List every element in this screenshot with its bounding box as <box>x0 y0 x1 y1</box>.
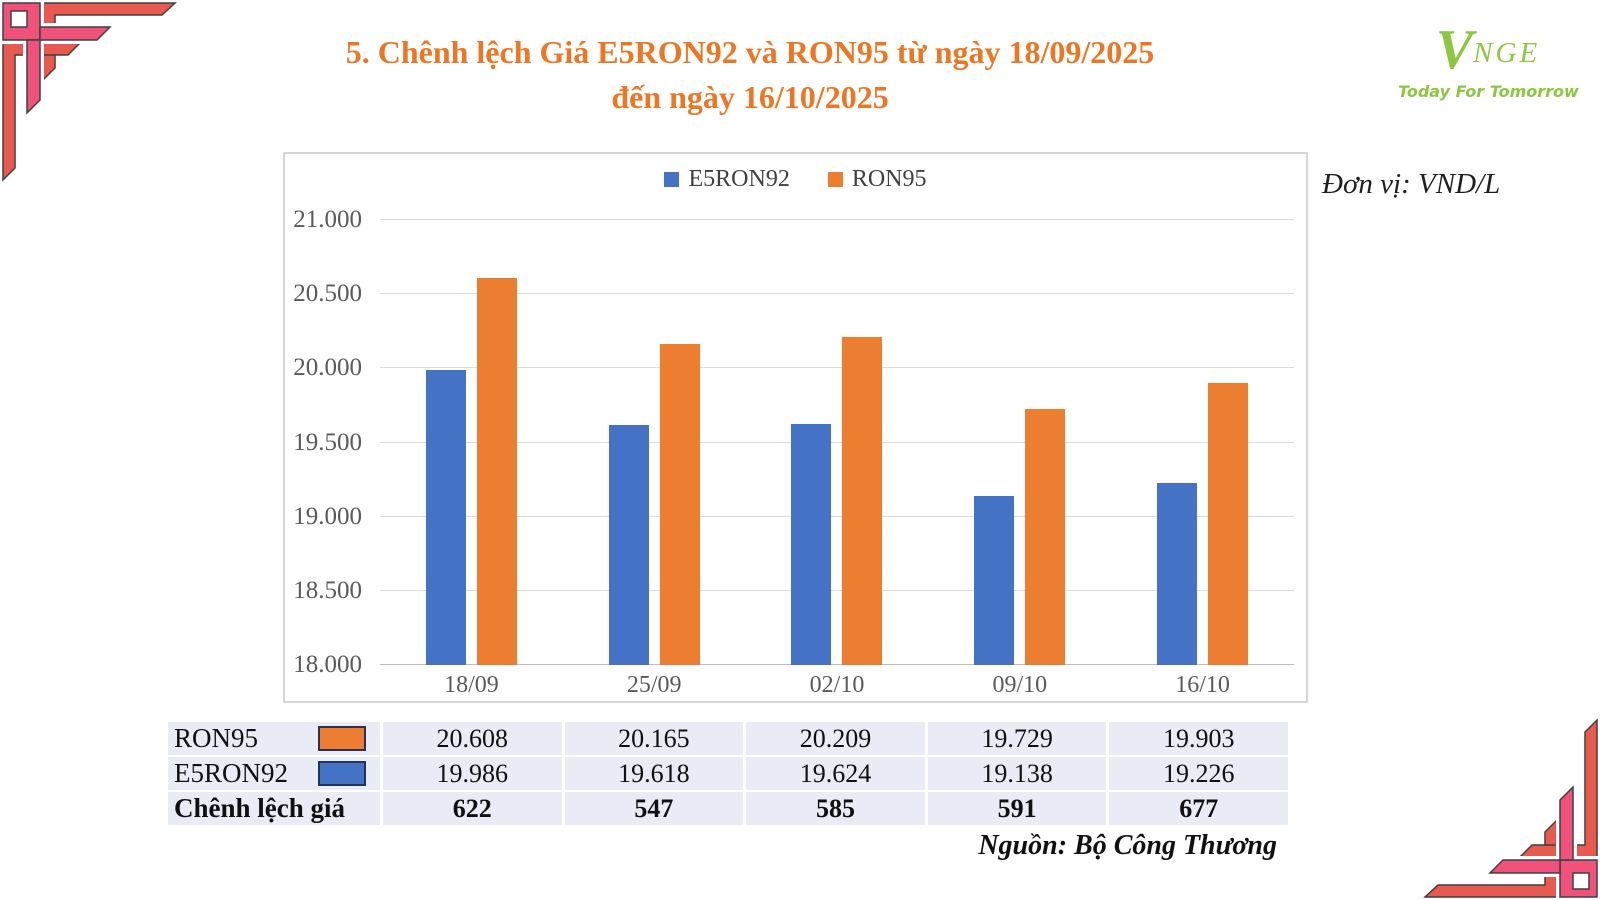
y-tick-label: 21.000 <box>293 206 362 233</box>
legend-swatch-icon <box>664 172 680 187</box>
vnge-logo-wordmark: VNGE <box>1398 22 1578 78</box>
table-row-label-text: RON95 <box>174 723 259 753</box>
table-cell: 19.138 <box>927 757 1107 790</box>
source-note: Nguồn: Bộ Công Thương <box>978 830 1277 861</box>
table-row-label-text: E5RON92 <box>174 758 288 788</box>
y-axis: 18.000 18.500 19.000 19.500 20.000 20.500 21.0… <box>290 206 370 678</box>
table-swatch-icon <box>318 761 366 786</box>
bar-group-18/09 <box>380 220 563 665</box>
table-cell: 547 <box>564 792 744 825</box>
bar-group-25/09 <box>563 220 746 665</box>
vnge-logo-tagline: Today For Tomorrow <box>1398 82 1579 101</box>
gridline <box>380 589 1294 591</box>
bar-ron95-09/10 <box>1025 408 1066 665</box>
table-cell: 19.226 <box>1109 757 1288 790</box>
bar-group-02/10 <box>746 220 929 665</box>
plot-area: 18.000 18.500 19.000 19.500 20.000 20.500 21.0… <box>293 206 1294 698</box>
bar-chart: E5RON92 RON95 18.000 18.500 19.000 19.500 20.… <box>283 152 1308 703</box>
table-row-label: Chênh lệch giá <box>168 792 380 825</box>
bar-e5ron92-09/10 <box>974 496 1015 665</box>
bar-ron95-16/10 <box>1208 382 1249 665</box>
gridline <box>380 293 1294 295</box>
unit-label: Đơn vị: VND/L <box>1322 168 1501 200</box>
table-cell: 19.903 <box>1109 722 1288 755</box>
bar-e5ron92-16/10 <box>1157 483 1198 665</box>
legend-item-e5ron92: E5RON92 <box>664 166 790 193</box>
vnge-logo-name: NGE <box>1473 37 1541 69</box>
bar-e5ron92-18/09 <box>425 370 466 665</box>
chart-title-line1: 5. Chênh lệch Giá E5RON92 và RON95 từ ng… <box>345 34 1155 70</box>
table-cell: 20.165 <box>564 722 744 755</box>
bar-ron95-25/09 <box>659 343 700 665</box>
table-row-label: RON95 <box>168 722 380 755</box>
table-cell: 19.618 <box>564 757 744 790</box>
y-tick-label: 19.000 <box>293 502 362 530</box>
y-tick-label: 20.500 <box>293 280 362 308</box>
chart-title: 5. Chênh lệch Giá E5RON92 và RON95 từ ng… <box>230 30 1270 121</box>
table-row-label: E5RON92 <box>168 757 380 790</box>
bar-group-16/10 <box>1111 220 1294 665</box>
bar-group-09/10 <box>928 220 1111 665</box>
table-row-label-text: Chênh lệch giá <box>174 793 346 823</box>
chart-legend: E5RON92 RON95 <box>285 166 1306 193</box>
legend-item-ron95: RON95 <box>827 166 927 193</box>
y-tick-label: 20.000 <box>293 354 362 382</box>
y-tick-label: 18.000 <box>293 651 362 678</box>
table-cell: 591 <box>927 792 1107 825</box>
table-cell: 19.624 <box>746 757 925 790</box>
table-cell: 20.608 <box>383 722 562 755</box>
table-cell: 622 <box>383 792 562 825</box>
x-axis: 18/09 25/09 02/10 09/10 16/10 <box>380 672 1294 699</box>
x-tick-label: 02/10 <box>809 672 865 698</box>
gridline <box>380 515 1294 517</box>
table-cell: 19.986 <box>383 757 562 790</box>
vnge-logo: VNGE Today For Tomorrow <box>1398 22 1579 101</box>
legend-swatch-icon <box>827 172 843 187</box>
bar-ron95-02/10 <box>842 337 883 665</box>
corner-ornament-top-left <box>0 0 177 182</box>
x-tick-label: 09/10 <box>992 672 1048 698</box>
bar-ron95-18/09 <box>476 278 517 665</box>
bar-groups <box>380 220 1294 665</box>
y-tick-label: 19.500 <box>293 428 362 456</box>
bar-e5ron92-25/09 <box>608 425 649 665</box>
chart-title-line2: đến ngày 16/10/2025 <box>611 79 889 116</box>
gridline <box>380 664 1294 665</box>
x-tick-label: 25/09 <box>626 672 682 698</box>
bar-e5ron92-02/10 <box>791 424 832 665</box>
legend-label: RON95 <box>851 166 927 192</box>
vnge-logo-v-mark: V <box>1435 19 1474 81</box>
table-cell: 585 <box>746 792 925 825</box>
table-cell: 19.729 <box>927 722 1107 755</box>
legend-label: E5RON92 <box>688 166 790 192</box>
x-tick-label: 18/09 <box>444 672 499 698</box>
table-cell: 20.209 <box>746 722 925 755</box>
gridline <box>380 219 1294 220</box>
gridline <box>380 441 1294 443</box>
gridline <box>380 367 1294 369</box>
corner-ornament-bottom-right <box>1423 718 1600 900</box>
table-cell: 677 <box>1109 792 1288 825</box>
price-table: RON95 20.608 20.165 20.209 19.729 19.903 E5RON… <box>168 722 1288 825</box>
x-tick-label: 16/10 <box>1175 672 1230 698</box>
y-tick-label: 18.500 <box>293 576 362 604</box>
table-swatch-icon <box>318 726 366 751</box>
